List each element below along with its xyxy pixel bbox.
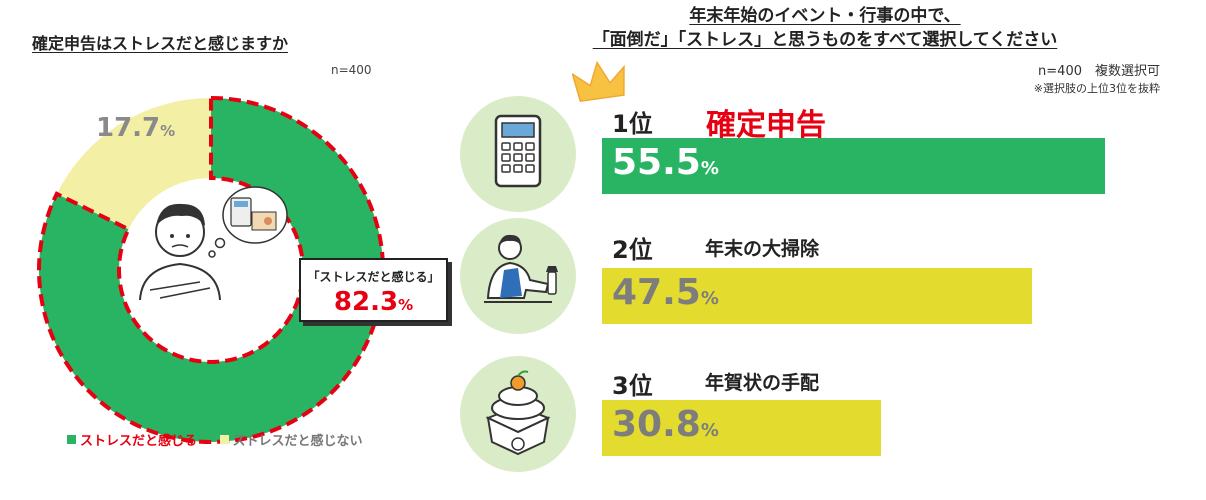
ranking-sample-size: n=400 複数選択可 [1038, 64, 1160, 79]
rank2-number: 47.5 [612, 272, 701, 313]
no-stress-number: 17.7 [96, 113, 161, 143]
rank3-position: 3位 [612, 372, 653, 400]
thought-bubble-icon [208, 186, 288, 258]
rank3-bar-value: 30.8% [612, 404, 719, 445]
kagami-mochi-icon [485, 370, 551, 456]
rank2-bar: 47.5% [602, 268, 1032, 324]
rank1-bar-value: 55.5% [612, 142, 719, 183]
stress-number: 82.3 [333, 287, 399, 317]
donut-slice-no-stress [56, 98, 211, 230]
donut-chart [37, 95, 385, 444]
donut-sample-size: n=400 [331, 63, 372, 77]
rank1-number: 55.5 [612, 142, 701, 183]
ranking-note: ※選択肢の上位3位を抜粋 [1033, 82, 1160, 95]
worried-person-icon [139, 203, 221, 301]
rank1-icon-circle [460, 96, 576, 212]
rank3-bar: 30.8% [602, 400, 881, 456]
rank3-number: 30.8 [612, 404, 701, 445]
rank3-icon-circle [460, 356, 576, 472]
stress-callout-label: 「ストレスだと感じる」 [307, 270, 440, 284]
rank2-label: 年末の大掃除 [705, 238, 820, 260]
rank1-position: 1位 [612, 110, 653, 138]
legend-swatch-no-stress [219, 435, 229, 444]
donut-chart-title: 確定申告はストレスだと感じますか [32, 34, 289, 53]
stress-callout: 「ストレスだと感じる」 82.3% [299, 258, 448, 322]
no-stress-value: 17.7% [96, 113, 176, 143]
rank2-icon-circle [460, 218, 576, 334]
cleaning-person-icon [484, 234, 558, 303]
calculator-icon [494, 114, 542, 188]
ranking-chart-title: 年末年始のイベント・行事の中で、 「面倒だ」「ストレス」と思うものをすべて選択し… [500, 4, 1150, 52]
legend-item-no-stress: ストレスだと感じない [219, 430, 363, 449]
donut-slice-stress [37, 95, 385, 444]
ranking-title-line1: 年末年始のイベント・行事の中で、 [689, 6, 961, 26]
rank3-label: 年賀状の手配 [705, 372, 820, 394]
legend-item-stress: ストレスだと感じる [67, 430, 197, 449]
rank2-bar-value: 47.5% [612, 272, 719, 313]
legend-swatch-stress [67, 435, 76, 444]
crown-icon [572, 60, 625, 103]
legend-label-no-stress: ストレスだと感じない [232, 434, 363, 449]
ranking-title-line2: 「面倒だ」「ストレス」と思うものをすべて選択してください [592, 30, 1058, 50]
legend-label-stress: ストレスだと感じる [80, 434, 198, 449]
donut-legend: ストレスだと感じる ストレスだと感じない [67, 430, 381, 449]
rank2-position: 2位 [612, 236, 653, 264]
stress-callout-value: 82.3% [333, 287, 414, 317]
rank1-bar: 55.5% [602, 138, 1105, 194]
rank1-label: 確定申告 [706, 108, 826, 143]
